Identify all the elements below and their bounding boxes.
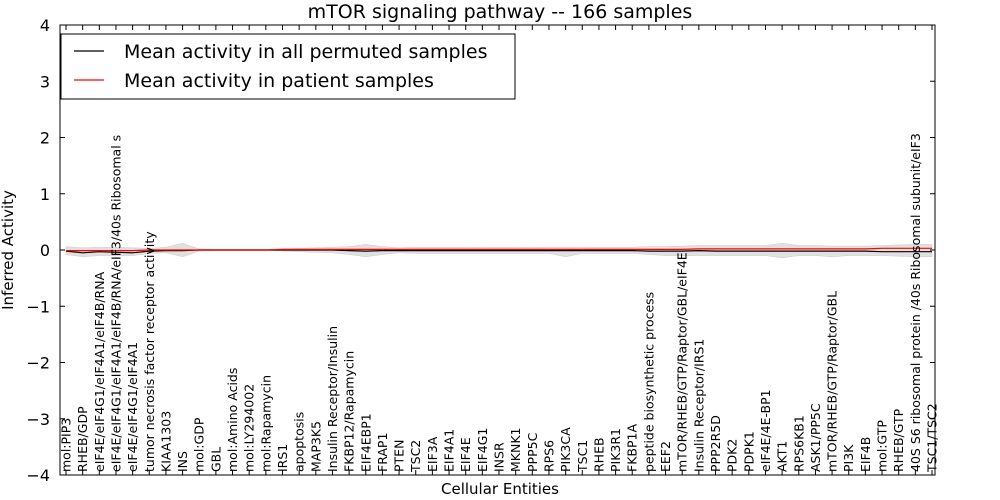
x-tick-label: mTOR/RHEB/GTP/Raptor/GBL [825, 291, 840, 472]
x-tick-label: PDPK1 [741, 431, 756, 472]
x-tick-label: FKBP1A [625, 424, 640, 472]
y-tick-label: 3 [40, 72, 50, 91]
x-axis-label: Cellular Entities [441, 480, 559, 498]
x-tick-label: peptide biosynthetic process [641, 292, 656, 472]
x-tick-label: Insulin Receptor/Insulin [325, 326, 340, 472]
legend-label-permuted: Mean activity in all permuted samples [124, 41, 487, 63]
y-tick-label: −1 [26, 297, 50, 316]
x-tick-label: mol:GDP [192, 417, 207, 472]
x-tick-label: mol:PIP3 [59, 418, 74, 472]
x-tick-label: RHEB [591, 437, 606, 472]
y-tick-label: 0 [40, 241, 50, 260]
patient-mean-line [66, 247, 932, 252]
legend-box [60, 33, 516, 100]
x-tick-label: MKNK1 [508, 428, 523, 472]
x-tick-label: mTOR/RHEB/GTP/Raptor/GBL/eIF4E [675, 252, 690, 472]
x-tick-label: AKT1 [775, 441, 790, 472]
x-tick-label: TSC2 [408, 440, 423, 473]
x-labels: mol:PIP3 RHEB/GDP eIF4E/eIF4G1/eIF4A1/eIF4… [59, 133, 940, 473]
x-tick-label: PI3K [841, 444, 856, 472]
x-tick-label: mol:Rapamycin [258, 375, 273, 472]
y-ticks: 4 3 2 1 0 −1 −2 −3 −4 [26, 16, 935, 485]
x-tick-label: eIF4E/eIF4G1/eIF4A1/eIF4B/RNA/eIF3/40s R… [109, 135, 124, 472]
x-tick-label: PIK3CA [558, 427, 573, 472]
x-tick-label: EIF4A1 [442, 429, 457, 472]
x-ticks [65, 25, 933, 475]
x-tick-label: FKBP12/Rapamycin [342, 351, 357, 472]
x-tick-label: GBL [208, 447, 223, 472]
x-tick-label: MAP3K5 [308, 421, 323, 472]
x-tick-label: INSR [492, 442, 507, 472]
x-tick-label: EIF4EBP1 [358, 413, 373, 472]
x-tick-label: KIAA1303 [158, 411, 173, 472]
x-tick-label: TSC1/TSC2 [925, 403, 940, 473]
x-tick-label: ASK1/PP5C [808, 403, 823, 472]
y-tick-label: 1 [40, 185, 50, 204]
chart-title: mTOR signaling pathway -- 166 samples [308, 1, 693, 23]
x-tick-label: EIF3A [425, 436, 440, 472]
y-tick-label: −4 [26, 466, 50, 485]
x-tick-label: EIF4G1 [475, 428, 490, 472]
y-tick-label: −2 [26, 354, 50, 373]
x-tick-label: PPP2R5D [708, 415, 723, 472]
x-tick-label: RPS6 [542, 440, 557, 472]
y-tick-label: −3 [26, 410, 50, 429]
x-tick-label: eIF4E/eIF4G1/eIF4A1/eIF4B/RNA [92, 271, 107, 472]
x-tick-label: RHEB/GTP [891, 408, 906, 472]
x-tick-label: RPS6KB1 [791, 415, 806, 472]
y-tick-label: 2 [40, 129, 50, 148]
x-tick-label: 40S S6 ribosomal protein /40s Ribosomal … [908, 133, 923, 472]
series-layer [65, 247, 932, 254]
x-tick-label: tumor necrosis factor receptor activity [142, 231, 157, 472]
x-tick-label: eIF4E/eIF4G1/eIF4A1 [125, 342, 140, 472]
legend: Mean activity in all permuted samples Me… [60, 33, 516, 100]
y-axis-label: Inferred Activity [0, 190, 17, 310]
x-tick-label: PTEN [392, 440, 407, 472]
x-tick-label: eIF4E/4E-BP1 [758, 389, 773, 472]
legend-label-patient: Mean activity in patient samples [124, 70, 434, 92]
x-tick-label: apoptosis [292, 412, 307, 472]
x-tick-label: mol:Amino Acids [225, 368, 240, 472]
x-tick-label: FRAP1 [375, 433, 390, 472]
x-tick-label: PPP5C [525, 432, 540, 472]
x-tick-label: TSC1 [575, 440, 590, 473]
x-tick-label: EIF4B [858, 437, 873, 472]
x-tick-label: EIF4E [458, 437, 473, 472]
x-tick-label: RHEB/GDP [75, 406, 90, 472]
x-tick-label: mol:GTP [875, 420, 890, 472]
x-tick-label: mol:LY294002 [242, 384, 257, 472]
x-tick-label: IRS1 [275, 444, 290, 472]
x-tick-label: Insulin Receptor/IRS1 [691, 339, 706, 472]
x-tick-label: PIK3R1 [608, 428, 623, 472]
y-tick-label: 4 [40, 16, 50, 35]
x-tick-label: EEF2 [658, 441, 673, 472]
x-tick-label: PDK2 [725, 439, 740, 472]
x-tick-label: INS [175, 451, 190, 472]
